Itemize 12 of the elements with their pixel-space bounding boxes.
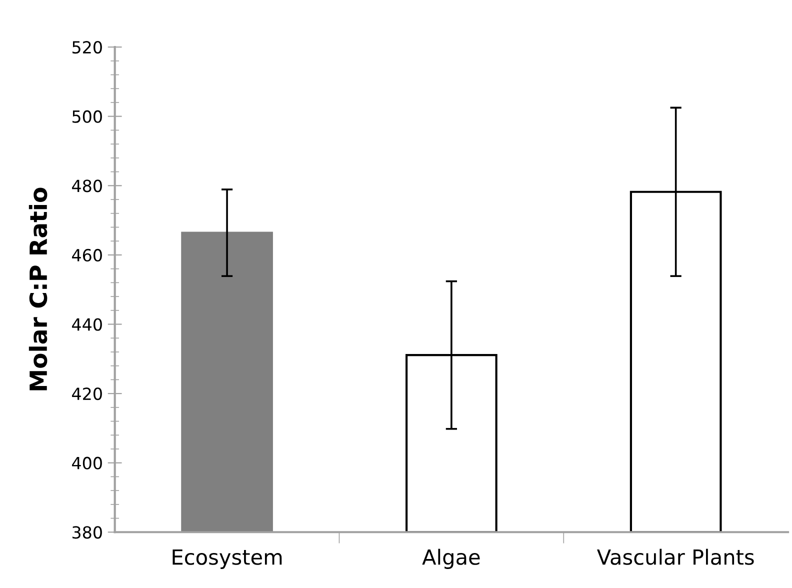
y-tick-label: 460 — [72, 248, 102, 262]
x-tick-label: Algae — [422, 548, 480, 569]
x-tick-label: Ecosystem — [172, 549, 282, 569]
y-tick-label: 440 — [72, 318, 102, 331]
y-tick-label: 420 — [72, 388, 102, 400]
x-tick-label: Vascular Plants — [597, 548, 754, 565]
y-tick-label: 480 — [72, 180, 102, 192]
y-tick-label: 400 — [72, 456, 102, 470]
y-tick-label: 380 — [72, 526, 102, 539]
y-tick-label: 500 — [72, 110, 102, 123]
y-axis-title: Molar C:P Ratio — [28, 188, 48, 390]
y-tick-label: 520 — [72, 41, 102, 54]
